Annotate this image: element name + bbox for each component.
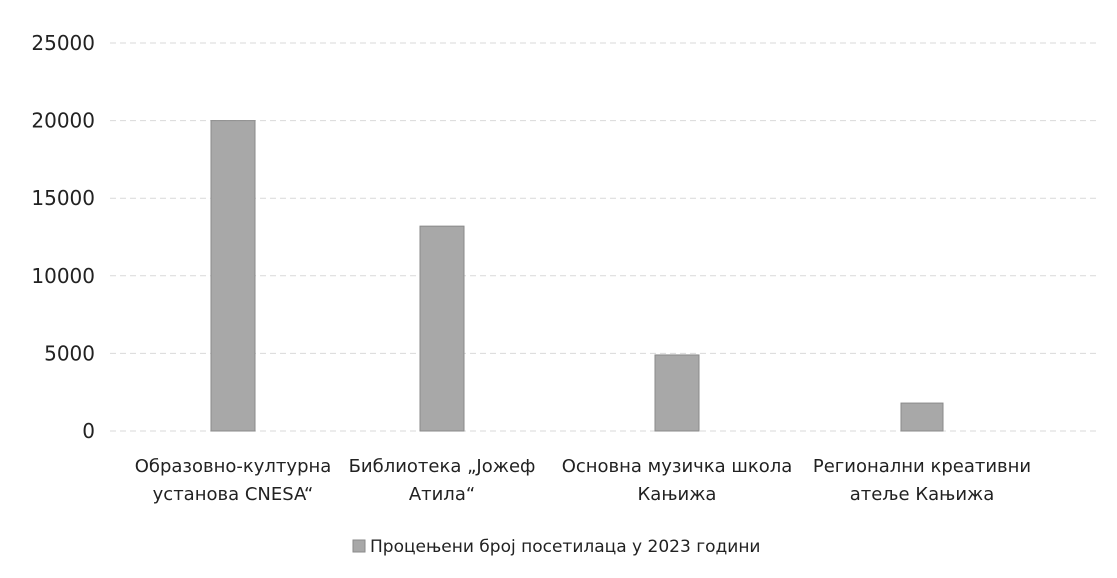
legend-swatch: [352, 539, 366, 553]
bar: [900, 402, 944, 432]
bars: [210, 120, 944, 432]
y-tick-label: 25000: [31, 31, 95, 55]
bar: [654, 354, 700, 432]
y-tick-label: 20000: [31, 109, 95, 133]
legend: Процењени број посетилаца у 2023 години: [352, 537, 761, 557]
x-axis: Образовно-културна установа CNESA“ Библиот…: [135, 456, 1031, 505]
legend-label: Процењени број посетилаца у 2023 години: [370, 537, 761, 557]
bar: [419, 225, 465, 432]
y-tick-label: 5000: [44, 341, 95, 365]
x-category-label: Основна музичка школа Кањижа: [562, 456, 793, 505]
y-tick-label: 0: [82, 419, 95, 443]
y-tick-label: 10000: [31, 264, 95, 288]
y-axis: 0 5000 10000 15000 20000 25000: [31, 31, 95, 443]
x-category-label: Образовно-културна установа CNESA“: [135, 456, 332, 505]
y-tick-label: 15000: [31, 186, 95, 210]
gridlines: [110, 42, 1100, 432]
x-category-label: Регионални креативни атеље Кањижа: [813, 456, 1031, 505]
x-category-label: Библиотека „Јожеф Атила“: [349, 456, 536, 505]
bar: [210, 120, 256, 432]
